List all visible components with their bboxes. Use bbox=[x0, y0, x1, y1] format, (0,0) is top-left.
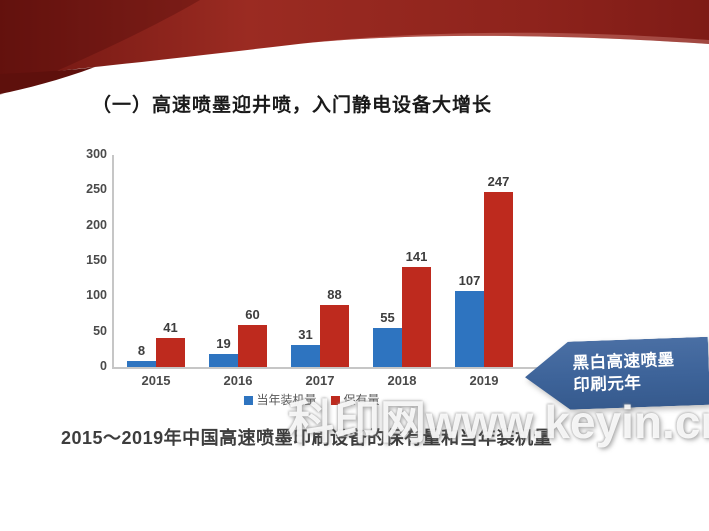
bar-value-label: 55 bbox=[380, 310, 395, 325]
legend-swatch bbox=[243, 396, 253, 405]
bar-value-label: 8 bbox=[137, 343, 146, 358]
x-tick-label: 2017 bbox=[305, 373, 335, 388]
bar-value-label: 19 bbox=[216, 336, 231, 351]
slide-title: （一）高速喷墨迎井喷，入门静电设备大增长 bbox=[92, 95, 493, 116]
x-tick-label: 2015 bbox=[141, 373, 171, 388]
banner-text-line2: 印刷元年 bbox=[573, 374, 642, 395]
callout-banner-wrap: 黑白高速喷墨 印刷元年 bbox=[525, 340, 709, 408]
bar-installed-2018 bbox=[373, 328, 402, 367]
legend-label: 当年装机量 bbox=[256, 393, 317, 407]
callout-arrow-banner: 黑白高速喷墨 印刷元年 bbox=[524, 337, 709, 411]
bar-installed-2015 bbox=[127, 361, 156, 367]
bar-holdings-2019 bbox=[484, 192, 513, 367]
x-tick-label: 2018 bbox=[387, 373, 417, 388]
bar-holdings-2017 bbox=[320, 305, 349, 367]
chart-legend: 当年装机量 保有量 bbox=[236, 391, 386, 408]
y-tick-label: 0 bbox=[100, 359, 107, 373]
bar-value-label: 107 bbox=[458, 273, 481, 288]
bar-holdings-2015 bbox=[156, 338, 185, 367]
bar-holdings-2018 bbox=[402, 267, 431, 367]
bar-holdings-2016 bbox=[238, 325, 267, 367]
y-tick-label: 200 bbox=[86, 217, 107, 232]
bar-value-label: 41 bbox=[163, 320, 178, 335]
bar-installed-2017 bbox=[291, 345, 320, 367]
bar-chart: 0 50 100 150 200 250 300 8 41 2015 19 60 2016 31 88 20… bbox=[85, 145, 550, 420]
y-tick-label: 300 bbox=[86, 147, 107, 161]
chart-plot: 8 41 2015 19 60 2016 31 88 2017 55 141 2018 107 247 20… bbox=[112, 155, 539, 388]
legend-label: 保有量 bbox=[343, 393, 380, 407]
bar-value-label: 31 bbox=[298, 327, 313, 342]
chart-caption: 2015～2019年中国高速喷墨印刷设备的保有量和当年装机量 bbox=[61, 428, 553, 448]
y-axis: 0 50 100 150 200 250 300 bbox=[85, 145, 107, 385]
bar-value-label: 60 bbox=[245, 307, 260, 322]
y-tick-label: 100 bbox=[86, 288, 107, 303]
header-swoosh bbox=[0, 0, 709, 95]
legend-swatch bbox=[330, 396, 340, 405]
bar-value-label: 88 bbox=[327, 287, 342, 302]
legend-item-holdings: 保有量 bbox=[330, 393, 380, 407]
x-tick-label: 2016 bbox=[223, 373, 253, 388]
x-tick-label: 2019 bbox=[469, 373, 499, 388]
bar-value-label: 247 bbox=[487, 174, 510, 189]
bar-installed-2019 bbox=[455, 291, 484, 367]
bar-installed-2016 bbox=[209, 354, 238, 367]
y-tick-label: 250 bbox=[86, 182, 107, 197]
legend-item-installed: 当年装机量 bbox=[243, 393, 316, 407]
y-tick-label: 50 bbox=[93, 323, 107, 338]
bar-value-label: 141 bbox=[405, 249, 428, 264]
y-tick-label: 150 bbox=[86, 253, 107, 267]
